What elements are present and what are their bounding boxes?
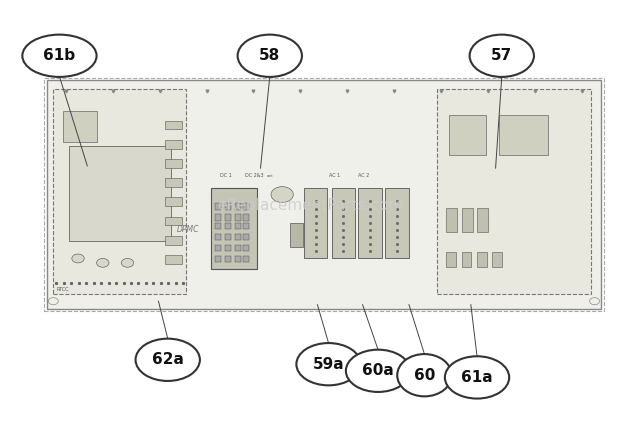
Ellipse shape bbox=[397, 354, 451, 396]
Text: 62a: 62a bbox=[152, 352, 184, 367]
Bar bbox=[165, 197, 182, 206]
Text: ant: ant bbox=[267, 174, 273, 178]
Bar bbox=[63, 111, 97, 142]
Bar bbox=[243, 256, 249, 263]
Bar bbox=[461, 252, 471, 267]
Bar bbox=[304, 188, 327, 259]
Bar bbox=[215, 223, 221, 229]
Bar bbox=[243, 234, 249, 240]
Circle shape bbox=[72, 254, 84, 263]
Bar bbox=[498, 115, 548, 155]
Bar bbox=[224, 256, 231, 263]
Text: eReplacementParts.com: eReplacementParts.com bbox=[217, 198, 403, 213]
Text: 59a: 59a bbox=[312, 357, 344, 372]
Bar bbox=[477, 252, 487, 267]
Bar bbox=[243, 214, 249, 221]
Ellipse shape bbox=[136, 339, 200, 381]
Bar bbox=[215, 234, 221, 240]
Ellipse shape bbox=[22, 34, 97, 77]
Bar bbox=[446, 208, 457, 232]
Bar bbox=[165, 236, 182, 244]
Bar bbox=[224, 223, 231, 229]
Text: DC 2&3: DC 2&3 bbox=[245, 173, 264, 178]
Text: 60: 60 bbox=[414, 368, 435, 383]
Text: RTCC: RTCC bbox=[56, 287, 69, 293]
Bar bbox=[386, 188, 409, 259]
Bar bbox=[165, 121, 182, 130]
Bar bbox=[165, 140, 182, 149]
Text: 57: 57 bbox=[491, 48, 512, 63]
Bar bbox=[44, 78, 604, 311]
Bar bbox=[215, 245, 221, 251]
Bar bbox=[224, 214, 231, 221]
Text: AC 1: AC 1 bbox=[329, 173, 340, 178]
Bar bbox=[234, 223, 241, 229]
Bar bbox=[437, 89, 591, 293]
Bar bbox=[358, 188, 382, 259]
Bar bbox=[69, 146, 171, 241]
Bar bbox=[234, 245, 241, 251]
Bar bbox=[224, 245, 231, 251]
Text: DC 1: DC 1 bbox=[220, 173, 232, 178]
Bar bbox=[243, 245, 249, 251]
Text: 58: 58 bbox=[259, 48, 280, 63]
Bar bbox=[243, 223, 249, 229]
Circle shape bbox=[122, 259, 134, 267]
Bar bbox=[165, 159, 182, 168]
Circle shape bbox=[271, 187, 293, 202]
Text: 60a: 60a bbox=[362, 363, 394, 378]
Bar bbox=[243, 203, 249, 210]
Bar bbox=[165, 217, 182, 225]
Bar bbox=[290, 223, 303, 248]
Bar bbox=[211, 188, 257, 270]
Bar bbox=[215, 203, 221, 210]
Bar bbox=[215, 214, 221, 221]
Bar bbox=[224, 203, 231, 210]
Text: 61a: 61a bbox=[461, 370, 493, 385]
Bar bbox=[332, 188, 355, 259]
Bar bbox=[234, 234, 241, 240]
Ellipse shape bbox=[346, 350, 410, 392]
Bar bbox=[53, 89, 186, 293]
Ellipse shape bbox=[296, 343, 361, 385]
Bar bbox=[234, 203, 241, 210]
Bar bbox=[224, 234, 231, 240]
Ellipse shape bbox=[469, 34, 534, 77]
Bar bbox=[477, 208, 488, 232]
Circle shape bbox=[97, 259, 109, 267]
Ellipse shape bbox=[445, 356, 509, 399]
Text: DPMC: DPMC bbox=[177, 225, 200, 234]
Bar bbox=[165, 178, 182, 187]
Bar bbox=[234, 256, 241, 263]
Bar bbox=[492, 252, 502, 267]
Bar bbox=[165, 255, 182, 264]
Text: AC 2: AC 2 bbox=[358, 173, 370, 178]
Ellipse shape bbox=[237, 34, 302, 77]
Bar bbox=[461, 208, 472, 232]
Text: 61b: 61b bbox=[43, 48, 76, 63]
Bar bbox=[47, 80, 601, 309]
Bar bbox=[446, 252, 456, 267]
Bar bbox=[215, 256, 221, 263]
Bar bbox=[449, 115, 486, 155]
Bar bbox=[234, 214, 241, 221]
